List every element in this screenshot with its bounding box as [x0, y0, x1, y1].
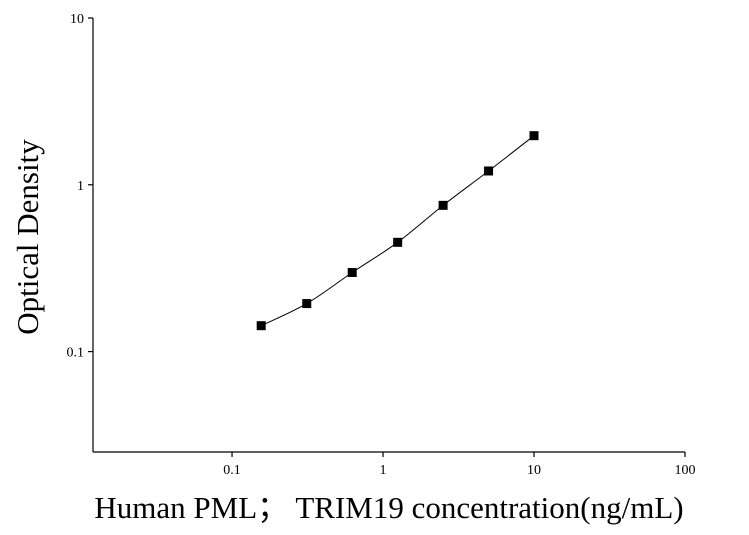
- y-tick-label: 1: [77, 179, 84, 194]
- x-tick-label: 100: [675, 463, 696, 478]
- y-tick-label: 10: [70, 12, 84, 27]
- x-tick-label: 1: [380, 463, 387, 478]
- data-point: [347, 267, 357, 277]
- data-point: [438, 200, 448, 210]
- fit-curve: [260, 135, 535, 327]
- data-point: [393, 237, 403, 247]
- data-point: [484, 166, 494, 176]
- x-tick-label: 10: [527, 463, 541, 478]
- y-tick-label: 0.1: [67, 346, 85, 361]
- x-axis-title: Human PML； TRIM19 concentration(ng/mL): [94, 490, 683, 525]
- x-tick-label: 0.1: [223, 463, 241, 478]
- data-point: [256, 321, 266, 331]
- data-point: [529, 131, 539, 141]
- data-point: [302, 299, 312, 309]
- y-axis-title: Optical Density: [10, 139, 45, 335]
